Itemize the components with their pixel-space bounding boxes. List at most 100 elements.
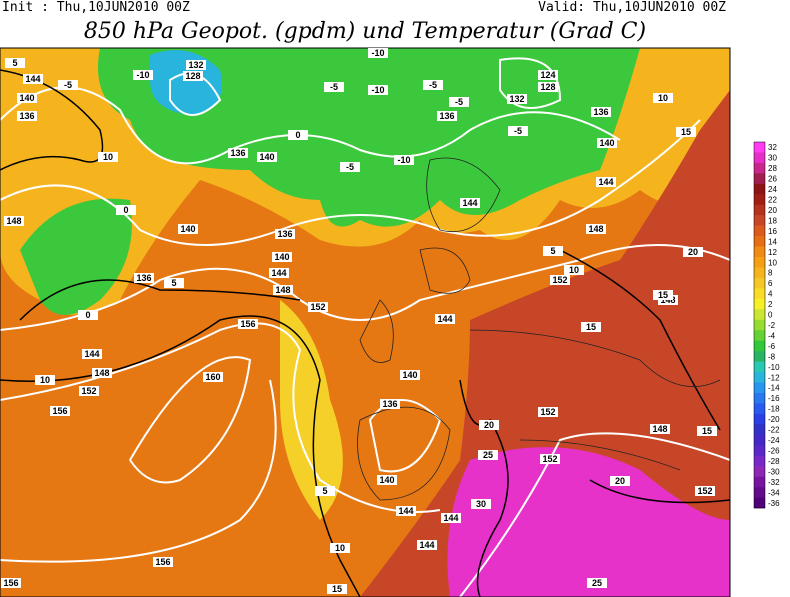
- geopotential-label-text: 136: [277, 229, 292, 239]
- colorbar-swatch: [754, 215, 765, 226]
- geopotential-label: 144: [596, 177, 616, 187]
- colorbar-label: -2: [768, 321, 776, 330]
- temperature-label-bg: [676, 127, 696, 137]
- colorbar-swatch: [754, 330, 765, 341]
- temperature-label-text: 5: [322, 486, 327, 496]
- temperature-label-bg: [324, 82, 344, 92]
- geopotential-label: 136: [17, 111, 37, 121]
- geopotential-label-text: 140: [180, 224, 195, 234]
- temperature-label-text: 25: [592, 578, 602, 588]
- colorbar-label: 32: [768, 143, 777, 152]
- temperature-label: 25: [587, 578, 607, 588]
- temperature-label-text: 20: [615, 476, 625, 486]
- temperature-label-bg: [610, 476, 630, 486]
- colorbar-swatch: [754, 340, 765, 352]
- geopotential-label: 156: [50, 406, 70, 416]
- geopotential-label-bg: [586, 224, 606, 234]
- temperature-label-text: 30: [476, 499, 486, 509]
- geopotential-label: 136: [275, 229, 295, 239]
- geopotential-label-bg: [591, 107, 611, 117]
- temperature-label-text: -10: [397, 155, 410, 165]
- geopotential-label-bg: [441, 513, 461, 523]
- geopotential-label: 152: [550, 275, 570, 285]
- geopotential-label-text: 136: [136, 273, 151, 283]
- geopotential-label-bg: [550, 275, 570, 285]
- geopotential-label: 144: [269, 268, 289, 278]
- geopotential-label-text: 136: [439, 111, 454, 121]
- temperature-label: -10: [368, 85, 388, 95]
- colorbar-label: -26: [768, 446, 780, 455]
- colorbar-swatch: [754, 267, 765, 279]
- geopotential-label: 136: [228, 148, 248, 158]
- geopotential-label-text: 140: [599, 138, 614, 148]
- geopotential-label-text: 152: [540, 407, 555, 417]
- temperature-label: 10: [653, 93, 673, 103]
- geopotential-label-text: 148: [6, 216, 21, 226]
- colorbar-label: 6: [768, 279, 773, 288]
- colorbar-label: -24: [768, 436, 780, 445]
- temperature-label: 15: [327, 584, 347, 594]
- colorbar-swatch: [754, 382, 765, 394]
- temperature-label-bg: [116, 205, 136, 215]
- colorbar-swatch: [754, 361, 765, 373]
- geopotential-label: 124: [538, 70, 558, 80]
- geopotential-label-text: 152: [81, 386, 96, 396]
- temperature-label: 5: [5, 58, 25, 68]
- colorbar-label: 2: [768, 300, 773, 309]
- geopotential-label: 132: [186, 60, 206, 70]
- temperature-label-bg: [479, 420, 499, 430]
- geopotential-label-bg: [257, 152, 277, 162]
- temperature-label-text: 5: [12, 58, 17, 68]
- coastlines: [357, 157, 721, 501]
- temperature-label: 30: [471, 499, 491, 509]
- geopotential-label: 144: [441, 513, 461, 523]
- colorbar-swatch: [754, 194, 765, 206]
- geopotential-label-text: 144: [25, 74, 40, 84]
- temperature-label: -5: [508, 126, 528, 136]
- colorbar-swatch: [754, 246, 765, 258]
- temperature-label: 15: [653, 290, 673, 300]
- geopotential-label: 136: [380, 399, 400, 409]
- geopotential-label-text: 148: [94, 368, 109, 378]
- geopotential-label: 148: [4, 216, 24, 226]
- geopotential-label-bg: [507, 94, 527, 104]
- field-hottest: [447, 447, 730, 597]
- temperature-label-text: 10: [103, 152, 113, 162]
- temperature-label: 5: [315, 486, 335, 496]
- geopotential-label: 152: [79, 386, 99, 396]
- geopotential-label: 148: [273, 285, 293, 295]
- geopotential-label-text: 156: [155, 557, 170, 567]
- geopotential-label-text: 136: [230, 148, 245, 158]
- geopotential-label: 140: [377, 475, 397, 485]
- geopotential-label-bg: [238, 319, 258, 329]
- colorbar-label: -16: [768, 394, 780, 403]
- geopotential-label: 156: [153, 557, 173, 567]
- geopotential-label-text: 144: [84, 349, 99, 359]
- colorbar-label: -34: [768, 488, 780, 497]
- geopotential-label-text: 156: [240, 319, 255, 329]
- geopotential-label-text: 152: [697, 486, 712, 496]
- colorbar-label: 24: [768, 185, 777, 194]
- geopotential-label-bg: [183, 71, 203, 81]
- temperature-label-text: 15: [586, 322, 596, 332]
- temperature-label-text: 15: [658, 290, 668, 300]
- colorbar-label: 18: [768, 216, 777, 225]
- geopotential-label-bg: [1, 578, 21, 588]
- geopotential-label-bg: [23, 74, 43, 84]
- geopotential-label: 156: [1, 578, 21, 588]
- temperature-label-text: 25: [483, 450, 493, 460]
- colorbar-swatch: [754, 497, 765, 509]
- temperature-label-bg: [581, 322, 601, 332]
- geopotential-label-text: 144: [398, 506, 413, 516]
- colorbar-swatch: [754, 434, 765, 446]
- temperature-label-text: -5: [64, 80, 72, 90]
- colorbar-label: 14: [768, 237, 777, 246]
- temperature-label-text: -5: [346, 162, 354, 172]
- geopotential-label: 148: [586, 224, 606, 234]
- geopotential-label-bg: [275, 229, 295, 239]
- geopotential-label-text: 132: [509, 94, 524, 104]
- geopotential-label-bg: [437, 111, 457, 121]
- geopotential-label-bg: [597, 138, 617, 148]
- geopotential-label: 160: [203, 372, 223, 382]
- geopotential-label-text: 132: [188, 60, 203, 70]
